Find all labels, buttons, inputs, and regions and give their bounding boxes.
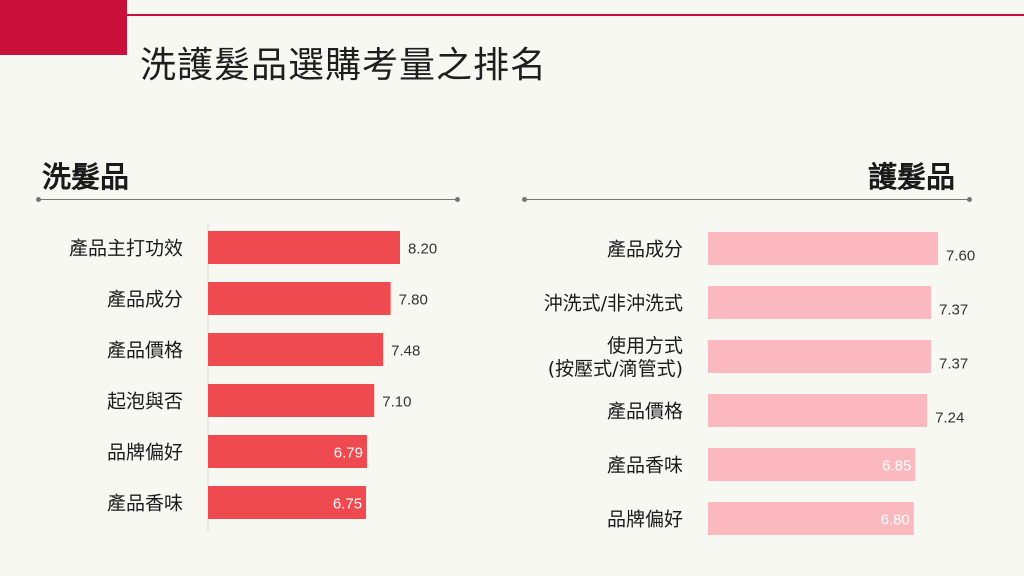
conditioner-category-label: 產品價格	[607, 401, 683, 423]
conditioner-category-label: 使用方式(按壓式/滴管式)	[548, 335, 683, 380]
panel-title-shampoo: 洗髮品	[42, 160, 130, 194]
shampoo-bar	[208, 333, 384, 366]
panel-title-conditioner: 護髮品	[868, 160, 956, 194]
shampoo-bar	[208, 435, 367, 468]
conditioner-value-label: 7.24	[935, 410, 964, 427]
shampoo-value-label: 6.79	[334, 445, 363, 462]
shampoo-bar	[208, 231, 400, 264]
shampoo-bar	[208, 486, 367, 519]
shampoo-value-label: 7.80	[399, 292, 428, 309]
divider-shampoo	[36, 197, 460, 202]
divider-conditioner	[522, 197, 972, 202]
conditioner-category-label: 沖洗式/非沖洗式	[544, 293, 683, 315]
shampoo-category-label: 產品成分	[107, 289, 183, 311]
conditioner-value-label: 6.80	[881, 512, 910, 529]
conditioner-category-label: 產品香味	[607, 455, 683, 477]
shampoo-value-label: 7.48	[391, 343, 420, 360]
conditioner-bar	[708, 232, 938, 265]
conditioner-bar	[708, 448, 916, 481]
conditioner-bar	[708, 340, 932, 373]
conditioner-value-label: 7.37	[939, 302, 968, 319]
conditioner-bar	[708, 394, 928, 427]
conditioner-value-label: 7.37	[939, 356, 968, 373]
conditioner-category-label: 品牌偏好	[607, 509, 683, 531]
shampoo-bar	[208, 282, 391, 315]
top-rule	[127, 14, 1024, 16]
conditioner-value-label: 6.85	[882, 458, 911, 475]
shampoo-category-label: 產品主打功效	[69, 238, 183, 260]
shampoo-category-label: 產品香味	[107, 493, 183, 515]
shampoo-category-label: 品牌偏好	[107, 442, 183, 464]
conditioner-bar	[708, 502, 914, 535]
shampoo-value-label: 8.20	[408, 241, 437, 258]
shampoo-value-label: 7.10	[382, 394, 411, 411]
conditioner-value-label: 7.60	[946, 248, 975, 265]
shampoo-category-label: 起泡與否	[107, 391, 183, 413]
conditioner-bar	[708, 286, 932, 319]
conditioner-category-label: 產品成分	[607, 239, 683, 261]
shampoo-bar	[208, 384, 375, 417]
shampoo-value-label: 6.75	[333, 496, 362, 513]
shampoo-category-label: 產品價格	[107, 340, 183, 362]
page-title: 洗護髮品選購考量之排名	[140, 45, 548, 86]
accent-block	[0, 0, 127, 55]
